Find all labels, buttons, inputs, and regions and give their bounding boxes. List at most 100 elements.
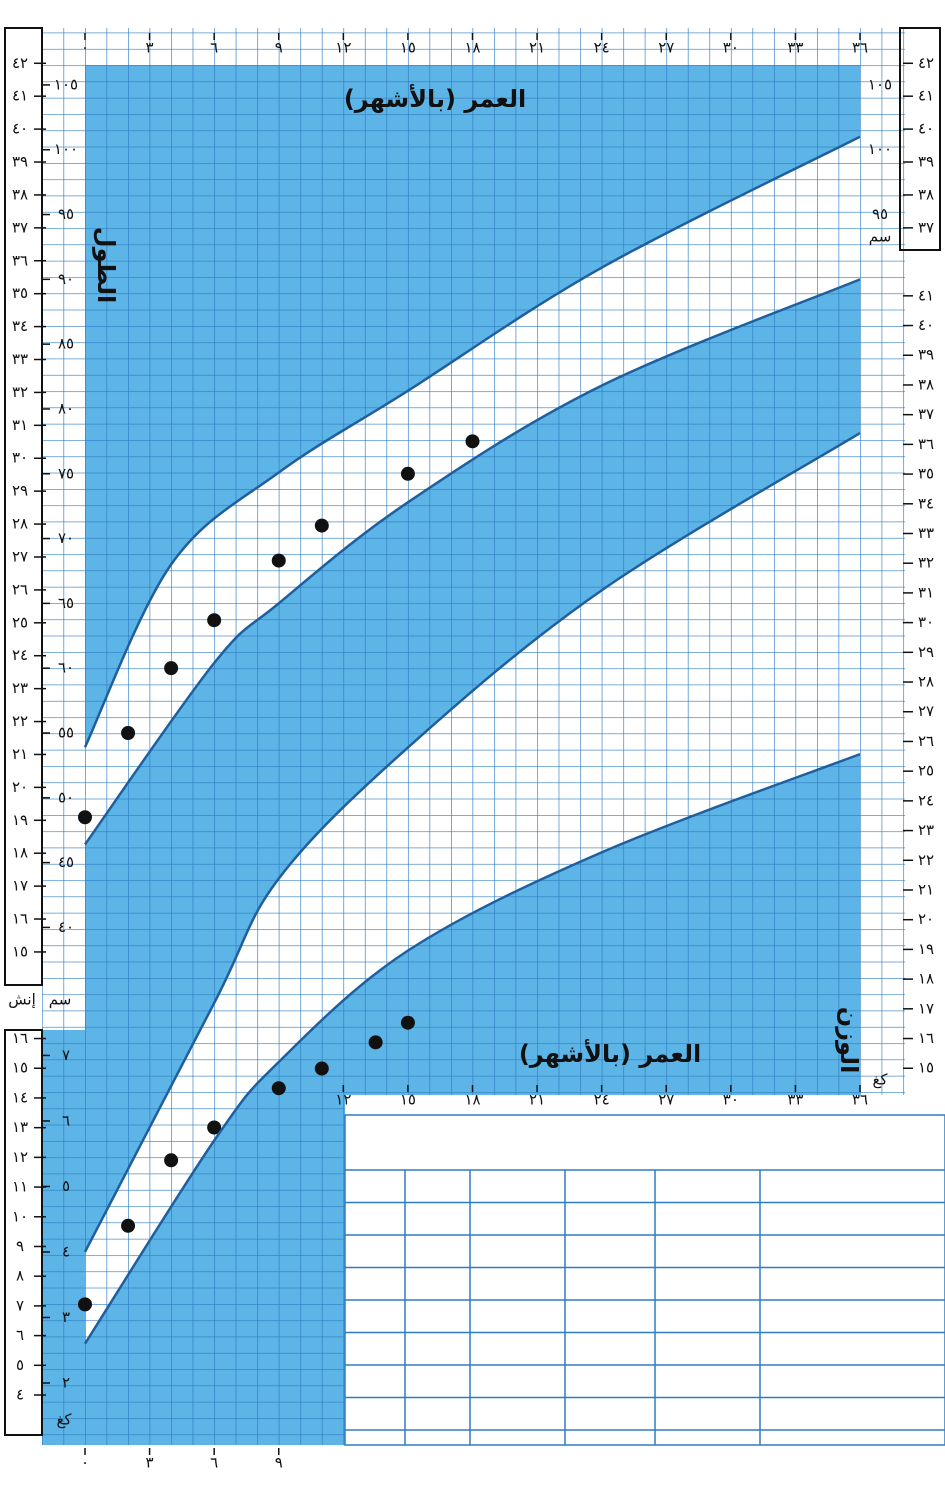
y2-tick-label: ١٢	[12, 1148, 28, 1166]
y-tick-label: ٥٥	[58, 723, 74, 741]
y2-tick-label: ١٦	[12, 910, 28, 928]
data-point	[207, 613, 222, 628]
y2-tick-label: ٢٨	[12, 515, 28, 533]
y-tick-label: ٦٥	[58, 594, 74, 612]
y2-tick-label: ٥	[16, 1356, 24, 1374]
y2-tick-label: ٢٣	[918, 821, 934, 839]
y2-tick-label: ١٩	[918, 940, 934, 958]
y2-tick-label: ٣٧	[12, 218, 28, 236]
x-tick-label: ٣٦	[852, 39, 868, 57]
y2-tick-label: ٤٢	[918, 54, 934, 72]
y2-tick-label: ٦	[16, 1326, 24, 1344]
table-frame	[344, 1114, 945, 1446]
y2-tick-label: ٢٤	[918, 791, 934, 809]
y2-tick-label: ٤	[16, 1386, 24, 1404]
y2-tick-label: ٣١	[12, 416, 28, 434]
x-tick-label: ٣٦	[852, 1091, 868, 1109]
x-tick-label: ١٨	[464, 39, 480, 57]
x-tick-label: ٢٧	[658, 39, 674, 57]
data-point	[164, 661, 179, 676]
y2-tick-label: ٤١	[918, 286, 934, 304]
y2-tick-label: ٢٠	[12, 778, 28, 796]
x-tick-label: ٣٣	[787, 39, 803, 57]
y2-tick-label: ٢٩	[12, 482, 28, 500]
x-tick-label: ٢٤	[594, 1091, 610, 1109]
y2-tick-label: ١٨	[12, 844, 28, 862]
y2-tick-label: ٣٢	[12, 383, 28, 401]
y2-tick-label: ٣٩	[918, 153, 934, 171]
y2-tick-label: ٣٨	[918, 185, 934, 203]
y-tick-label: ٧٠	[58, 529, 74, 547]
right-box	[899, 27, 941, 251]
y-tick-label: ٩٥	[58, 205, 74, 223]
x-tick-label: ١٢	[335, 39, 351, 57]
y-tick-label: ٤٠	[58, 918, 74, 936]
y-tick-label: ١٠٠	[868, 140, 892, 158]
y-tick-label: ٢	[62, 1373, 70, 1391]
percentile-curve	[83, 135, 861, 748]
y-tick-label: ١٠٥	[54, 75, 78, 93]
y2-tick-label: ٣٨	[918, 375, 934, 393]
unit-label: كغ	[872, 1071, 888, 1089]
x-tick-label: ٣٠	[723, 1091, 739, 1109]
y2-tick-label: ١٨	[918, 970, 934, 988]
data-point	[400, 466, 415, 481]
y-tick-label: ٧	[62, 1046, 70, 1064]
y2-tick-label: ١٥	[12, 942, 28, 960]
data-point	[78, 810, 92, 825]
unit-label: سم	[869, 228, 892, 246]
data-point	[121, 725, 136, 740]
y-tick-label: ٩٠	[58, 270, 74, 288]
y2-tick-label: ٢٦	[918, 732, 934, 750]
y2-tick-label: ٣٠	[918, 613, 934, 631]
y2-tick-label: ١٤	[12, 1088, 28, 1106]
data-point	[314, 1061, 329, 1076]
percentile-curve	[83, 278, 861, 846]
x-tick-label: ٦	[210, 39, 218, 57]
x-tick-label: ٩	[275, 39, 283, 57]
y2-tick-label: ١٦	[918, 1029, 934, 1047]
data-point	[78, 1297, 92, 1312]
y2-tick-label: ١٥	[918, 1059, 934, 1077]
y2-tick-label: ٤٠	[12, 120, 28, 138]
x-tick-label: ٣٣	[787, 1091, 803, 1109]
y-tick-label: ٣	[62, 1308, 70, 1326]
x-tick-label: ٢١	[529, 1091, 545, 1109]
y-tick-label: ٨٠	[58, 399, 74, 417]
y2-tick-label: ٢٠	[918, 910, 934, 928]
x-tick-label: ٣٠	[723, 39, 739, 57]
x-tick-label: ٣	[146, 1454, 154, 1472]
y2-tick-label: ٣٦	[918, 435, 934, 453]
y2-tick-label: ١٦	[12, 1029, 28, 1047]
y2-tick-label: ٢٩	[918, 643, 934, 661]
x-tick-label: ٢٧	[658, 1091, 674, 1109]
y2-tick-label: ٢١	[12, 745, 28, 763]
y2-tick-label: ٤٠	[918, 120, 934, 138]
y2-tick-label: ٢٧	[12, 547, 28, 565]
x-tick-label: ٠	[81, 1454, 89, 1472]
y2-tick-label: ١١	[12, 1178, 28, 1196]
y-tick-label: ١٠٥	[868, 75, 892, 93]
data-point	[271, 1081, 286, 1096]
y2-tick-label: ٤٠	[918, 316, 934, 334]
y2-tick-label: ٢٥	[918, 762, 934, 780]
pound-box	[4, 1029, 43, 1436]
y2-tick-label: ١٩	[12, 811, 28, 829]
y-axis-label: الطول	[92, 227, 120, 304]
percentile-curve	[83, 752, 861, 1345]
data-point	[164, 1153, 179, 1168]
y2-tick-label: ٣٧	[918, 405, 934, 423]
y-tick-label: ٥٠	[58, 788, 74, 806]
x-tick-label: ٣	[146, 39, 154, 57]
grid	[42, 1095, 345, 1445]
y2-tick-label: ٣٣	[918, 524, 934, 542]
y2-tick-label: ٢٧	[918, 702, 934, 720]
y2-tick-label: ٣٤	[918, 494, 934, 512]
data-point	[400, 1015, 415, 1030]
percentile-curve	[83, 432, 861, 1253]
y2-tick-label: ٢١	[918, 880, 934, 898]
y2-tick-label: ١٠	[12, 1207, 28, 1225]
y2-tick-label: ٩	[16, 1237, 24, 1255]
y-tick-label: ٦٠	[58, 659, 74, 677]
